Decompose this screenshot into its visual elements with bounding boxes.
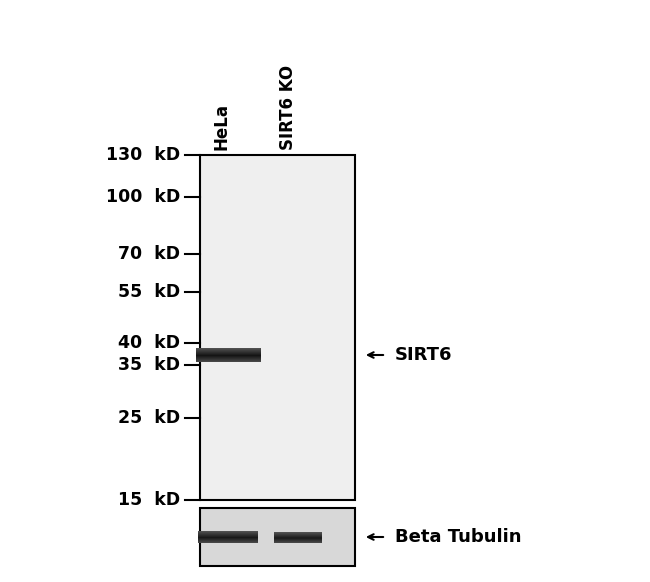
Bar (198, 537, 258, 538)
Bar (198, 534, 258, 535)
Bar (196, 361, 261, 362)
Bar (198, 539, 258, 540)
Bar (196, 351, 261, 352)
Text: SIRT6 KO: SIRT6 KO (279, 65, 297, 150)
Bar (196, 350, 261, 351)
Bar (196, 352, 261, 353)
Text: 25  kD: 25 kD (118, 409, 180, 427)
Bar (198, 532, 258, 533)
Text: 40  kD: 40 kD (118, 334, 180, 352)
Bar (200, 508, 355, 566)
Bar (196, 356, 261, 357)
Bar (274, 540, 322, 541)
Bar (274, 534, 322, 535)
Text: Beta Tubulin: Beta Tubulin (395, 528, 521, 546)
Bar (198, 538, 258, 539)
Bar (274, 541, 322, 542)
Text: 100  kD: 100 kD (106, 188, 180, 206)
Bar (196, 348, 261, 349)
Text: 15  kD: 15 kD (118, 491, 180, 509)
Bar (274, 538, 322, 540)
Bar (196, 358, 261, 359)
Bar (198, 533, 258, 534)
Text: 35  kD: 35 kD (118, 356, 180, 374)
Bar (198, 536, 258, 537)
Bar (198, 531, 258, 532)
Bar (200, 155, 355, 500)
Bar (196, 349, 261, 350)
Bar (198, 535, 258, 536)
Bar (274, 531, 322, 533)
Bar (198, 541, 258, 542)
Bar (196, 360, 261, 361)
Bar (196, 359, 261, 360)
Bar (196, 357, 261, 358)
Bar (198, 540, 258, 541)
Bar (274, 533, 322, 534)
Text: HeLa: HeLa (213, 103, 231, 150)
Text: 55  kD: 55 kD (118, 283, 180, 301)
Text: 70  kD: 70 kD (118, 245, 180, 263)
Text: 130  kD: 130 kD (106, 146, 180, 164)
Text: SIRT6: SIRT6 (395, 346, 452, 364)
Bar (274, 535, 322, 537)
Bar (198, 542, 258, 543)
Bar (196, 355, 261, 356)
Bar (196, 353, 261, 354)
Bar (196, 354, 261, 355)
Bar (274, 537, 322, 538)
